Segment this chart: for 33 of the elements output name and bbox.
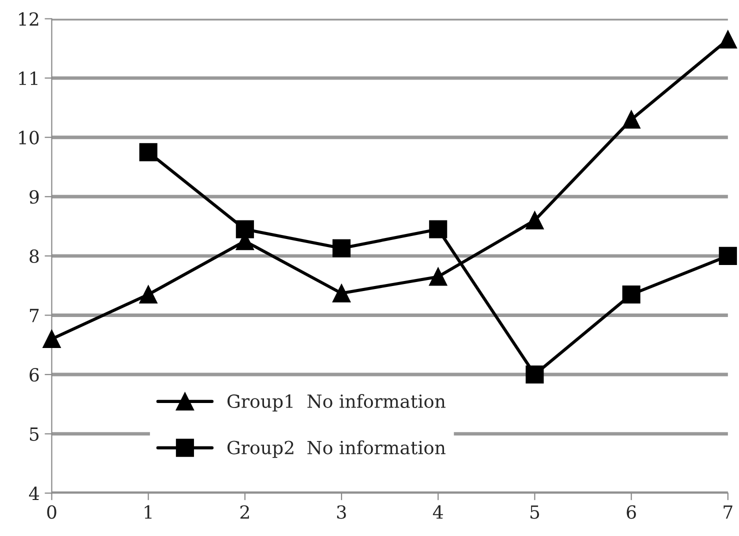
point <box>526 211 544 230</box>
point <box>622 285 640 304</box>
x-tick-label: 2 <box>240 505 249 519</box>
point <box>429 220 448 238</box>
y-tick-label: 4 <box>28 486 40 500</box>
point <box>236 220 254 238</box>
y-tick-label: 9 <box>30 190 39 204</box>
x-tick-label: 3 <box>337 505 346 519</box>
point <box>718 30 737 49</box>
legend-label: Group1 No information <box>227 394 446 412</box>
x-tick-label: 1 <box>144 505 152 519</box>
x-tick-label: 0 <box>47 505 56 519</box>
y-tick-label: 12 <box>19 12 38 26</box>
point <box>42 330 61 348</box>
point <box>622 110 640 129</box>
y-tick-label: 11 <box>19 72 38 85</box>
x-tick-label: 4 <box>432 505 443 519</box>
point <box>332 284 351 302</box>
point <box>718 246 737 265</box>
legend-label: Group2 No information <box>227 440 446 458</box>
y-tick-label: 5 <box>30 428 39 441</box>
y-tick-label: 7 <box>30 308 39 322</box>
x-tick-label: 7 <box>724 505 732 519</box>
point <box>139 143 158 162</box>
x-tick-label: 5 <box>530 505 540 519</box>
y-tick-label: 10 <box>19 130 39 144</box>
y-tick-label: 6 <box>30 368 39 382</box>
y-tick-label: 8 <box>30 249 39 264</box>
point <box>332 239 351 258</box>
point <box>429 268 448 286</box>
point <box>139 285 158 304</box>
point <box>526 366 544 384</box>
x-tick-label: 6 <box>626 505 636 519</box>
